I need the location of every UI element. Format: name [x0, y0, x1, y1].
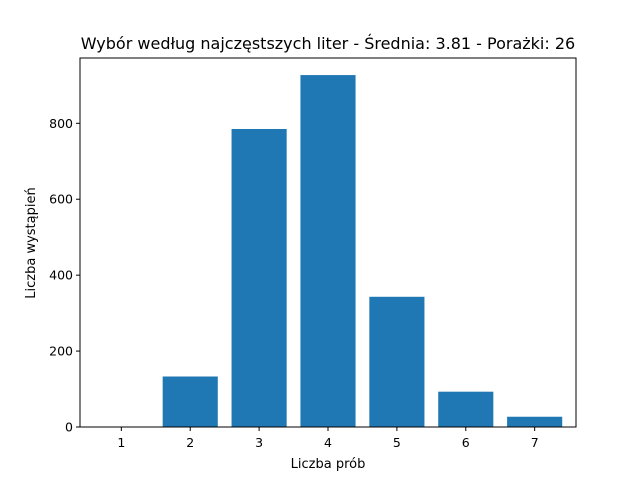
plot-area-frame [79, 57, 577, 428]
y-tick-label: 0 [65, 420, 73, 435]
bar-2 [162, 376, 218, 427]
x-tick-label: 1 [117, 435, 125, 450]
y-tick-label: 200 [49, 344, 73, 359]
bar-7 [507, 416, 563, 427]
x-axis-ticks: 1 2 3 4 5 6 7 [117, 427, 539, 450]
x-tick-label: 3 [255, 435, 263, 450]
y-tick-label: 800 [49, 116, 73, 131]
x-tick-label: 5 [393, 435, 401, 450]
bars-group [162, 75, 563, 428]
x-axis-label: Liczba prób [291, 457, 366, 472]
x-tick-label: 6 [462, 435, 470, 450]
x-tick-label: 2 [186, 435, 194, 450]
chart-title: Wybór według najczęstszych liter - Średn… [81, 34, 575, 53]
y-tick-label: 600 [49, 192, 73, 207]
y-axis-label: Liczba wystąpień [24, 187, 39, 298]
bar-6 [438, 391, 494, 427]
y-tick-label: 400 [49, 268, 73, 283]
x-tick-label: 4 [324, 435, 332, 450]
bar-4 [300, 75, 356, 427]
bar-3 [231, 128, 287, 428]
x-tick-label: 7 [531, 435, 539, 450]
bar-5 [369, 296, 425, 427]
y-axis-ticks: 0 200 400 600 800 [49, 116, 80, 435]
